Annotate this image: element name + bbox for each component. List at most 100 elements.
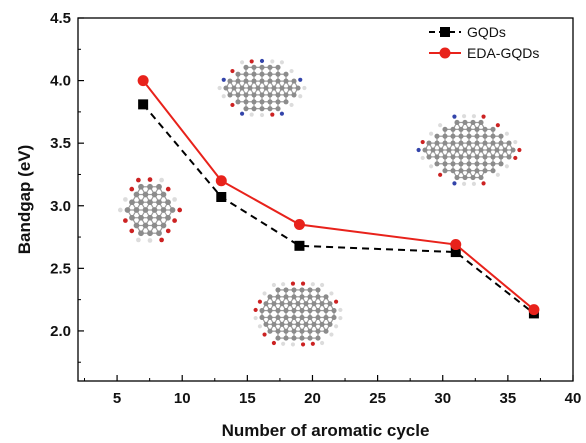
carbon-atom bbox=[251, 99, 257, 105]
carbon-atom bbox=[490, 126, 496, 132]
carbon-atom bbox=[267, 106, 273, 112]
carbon-atom bbox=[466, 133, 472, 139]
edge-atom bbox=[159, 237, 164, 243]
carbon-atom bbox=[138, 214, 144, 221]
carbon-atom bbox=[283, 78, 289, 84]
edge-atom bbox=[136, 177, 141, 183]
edge-atom bbox=[429, 164, 434, 169]
carbon-atom bbox=[498, 154, 504, 160]
edge-atom bbox=[298, 77, 303, 82]
carbon-atom bbox=[251, 64, 257, 70]
carbon-atom bbox=[251, 71, 257, 77]
carbon-atom bbox=[267, 99, 273, 105]
carbon-atom bbox=[138, 199, 144, 206]
data-point-gqds bbox=[294, 240, 305, 251]
carbon-atom bbox=[227, 78, 233, 84]
edge-atom bbox=[159, 177, 164, 183]
carbon-atom bbox=[279, 85, 285, 91]
edge-atom bbox=[262, 332, 267, 337]
data-point-eda-gqds bbox=[293, 219, 305, 231]
edge-atom bbox=[420, 155, 425, 161]
carbon-atom bbox=[251, 92, 257, 98]
edge-atom bbox=[177, 207, 183, 213]
edge-atom bbox=[239, 111, 245, 116]
carbon-atom bbox=[490, 161, 496, 167]
carbon-atom bbox=[275, 308, 281, 314]
edge-atom bbox=[281, 341, 286, 346]
carbon-atom bbox=[315, 287, 321, 293]
carbon-atom bbox=[486, 147, 492, 153]
edge-atom bbox=[513, 155, 518, 161]
edge-atom bbox=[253, 315, 258, 321]
carbon-atom bbox=[156, 199, 162, 206]
carbon-atom bbox=[247, 85, 253, 91]
carbon-atom bbox=[426, 154, 432, 160]
carbon-atom bbox=[482, 140, 488, 146]
edge-atom bbox=[172, 197, 177, 202]
edge-atom bbox=[298, 94, 303, 99]
carbon-atom bbox=[267, 92, 273, 98]
carbon-atom bbox=[267, 294, 273, 300]
edge-atom bbox=[338, 315, 343, 321]
carbon-atom bbox=[498, 140, 504, 146]
carbon-atom bbox=[307, 287, 313, 293]
carbon-atom bbox=[267, 314, 273, 320]
carbon-atom bbox=[235, 78, 241, 84]
edge-atom bbox=[271, 282, 276, 288]
carbon-atom bbox=[129, 199, 135, 206]
carbon-atom bbox=[275, 106, 281, 112]
carbon-atom bbox=[315, 335, 321, 341]
edge-atom bbox=[495, 123, 500, 128]
edge-atom bbox=[471, 114, 477, 119]
carbon-atom bbox=[466, 140, 472, 146]
carbon-atom bbox=[442, 161, 448, 167]
carbon-atom bbox=[142, 222, 149, 229]
carbon-atom bbox=[251, 106, 257, 112]
x-axis-title: Number of aromatic cycle bbox=[222, 421, 430, 440]
carbon-atom bbox=[474, 154, 480, 160]
carbon-atom bbox=[291, 314, 297, 320]
edge-atom bbox=[289, 68, 294, 74]
carbon-atom bbox=[474, 133, 480, 139]
edge-atom bbox=[123, 197, 128, 202]
x-tick-label: 35 bbox=[500, 390, 517, 407]
carbon-atom bbox=[478, 119, 484, 126]
carbon-atom bbox=[160, 207, 167, 213]
carbon-atom bbox=[434, 154, 440, 160]
carbon-atom bbox=[133, 207, 140, 213]
carbon-atom bbox=[133, 191, 140, 198]
edge-atom bbox=[249, 59, 254, 64]
carbon-atom bbox=[156, 230, 162, 237]
carbon-atom bbox=[466, 161, 472, 167]
carbon-atom bbox=[275, 78, 281, 84]
carbon-atom bbox=[490, 168, 496, 174]
edge-atom bbox=[504, 131, 509, 136]
carbon-atom bbox=[450, 133, 456, 139]
carbon-atom bbox=[142, 191, 149, 198]
carbon-atom bbox=[482, 126, 488, 132]
x-tick-label: 20 bbox=[304, 390, 321, 407]
edge-atom bbox=[290, 342, 296, 347]
edge-atom bbox=[481, 114, 486, 119]
carbon-atom bbox=[442, 154, 448, 160]
edge-atom bbox=[310, 341, 315, 346]
edge-atom bbox=[320, 340, 325, 346]
legend: GQDs EDA-GQDs bbox=[429, 24, 539, 61]
carbon-atom bbox=[470, 147, 476, 153]
edge-atom bbox=[517, 147, 522, 153]
carbon-atom bbox=[231, 85, 237, 91]
edge-atom bbox=[249, 112, 254, 117]
edge-atom bbox=[281, 282, 286, 287]
carbon-atom bbox=[498, 133, 504, 139]
edge-atom bbox=[165, 228, 171, 234]
carbon-atom bbox=[466, 126, 472, 132]
carbon-atom bbox=[283, 99, 289, 105]
carbon-atom bbox=[502, 147, 508, 153]
carbon-atom bbox=[303, 301, 309, 307]
edge-atom bbox=[461, 181, 467, 186]
carbon-atom bbox=[466, 154, 472, 160]
carbon-atom bbox=[490, 154, 496, 160]
edge-atom bbox=[230, 102, 235, 108]
carbon-atom bbox=[430, 147, 436, 153]
